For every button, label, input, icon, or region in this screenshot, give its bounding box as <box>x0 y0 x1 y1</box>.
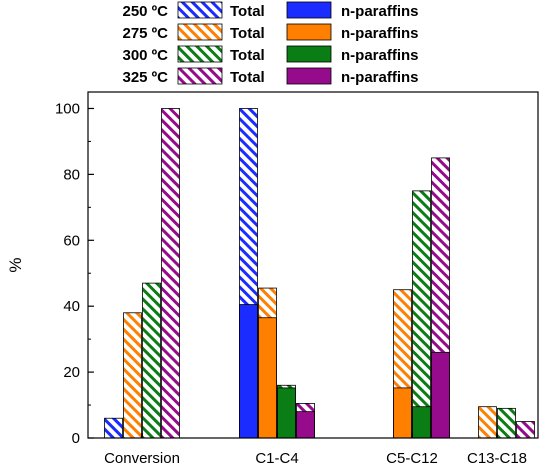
y-tick-label: 60 <box>63 232 80 249</box>
legend-label-total: Total <box>230 69 265 86</box>
bar-paraffin-c5-c12-2 <box>412 406 431 439</box>
bar-paraffin-c5-c12-1 <box>393 387 412 439</box>
legend-swatch-total <box>177 23 223 41</box>
legend-swatch-paraffins <box>286 23 332 41</box>
x-tick-label: C1-C4 <box>255 450 298 467</box>
y-tick-label: 20 <box>63 364 80 381</box>
legend-swatch-paraffins <box>286 45 332 63</box>
legend-label-total: Total <box>230 3 265 20</box>
bars <box>104 108 535 439</box>
x-tick-label: Conversion <box>104 450 180 467</box>
bar-total-c13-c18-2 <box>497 407 516 439</box>
x-tick-label: C13-C18 <box>467 450 527 467</box>
legend-swatch-total <box>177 45 223 63</box>
legend-temperature: 300 ºC <box>122 47 168 64</box>
legend-temperature: 250 ºC <box>122 3 168 20</box>
y-axis-title: % <box>6 257 25 272</box>
legend-label-total: Total <box>230 47 265 64</box>
legend-swatch-total <box>177 67 223 85</box>
legend-label-paraffins: n-paraffins <box>341 3 419 20</box>
bar-total-c5-c12-2 <box>412 190 431 439</box>
bar-total-conversion-2 <box>142 282 161 439</box>
legend-label-paraffins: n-paraffins <box>341 47 419 64</box>
y-tick-label: 80 <box>63 166 80 183</box>
bar-paraffin-c1-c4-2 <box>277 387 296 439</box>
bar-paraffin-c1-c4-0 <box>239 304 258 439</box>
bar-total-conversion-1 <box>123 312 142 439</box>
legend-swatch-total <box>177 1 223 19</box>
bar-paraffin-c5-c12-3 <box>431 351 450 439</box>
legend-temperature: 275 ºC <box>122 25 168 42</box>
bar-total-c13-c18-1 <box>478 406 497 439</box>
legend-label-paraffins: n-paraffins <box>341 69 419 86</box>
bar-paraffin-c1-c4-3 <box>296 411 315 439</box>
legend-swatch-paraffins <box>286 1 332 19</box>
legend-swatch-paraffins <box>286 67 332 85</box>
bar-total-conversion-0 <box>104 417 123 439</box>
legend: 250 ºC Total n-paraffins 275 ºC Total n-paraf… <box>122 1 419 86</box>
legend-label-total: Total <box>230 25 265 42</box>
plot-frame <box>87 91 539 439</box>
legend-temperature: 325 ºC <box>122 69 168 86</box>
axes: 0 20 40 60 80 100 Conversion C1-C4 C5-C12 C13-C18 <box>55 91 539 467</box>
legend-label-paraffins: n-paraffins <box>341 25 419 42</box>
y-tick-label: 0 <box>72 430 80 447</box>
x-tick-label: C5-C12 <box>386 450 438 467</box>
y-tick-label: 40 <box>63 298 80 315</box>
bar-total-conversion-3 <box>161 108 180 439</box>
bar-paraffin-c1-c4-1 <box>258 317 277 439</box>
y-tick-label: 100 <box>55 100 80 117</box>
bar-total-c13-c18-3 <box>516 421 535 439</box>
